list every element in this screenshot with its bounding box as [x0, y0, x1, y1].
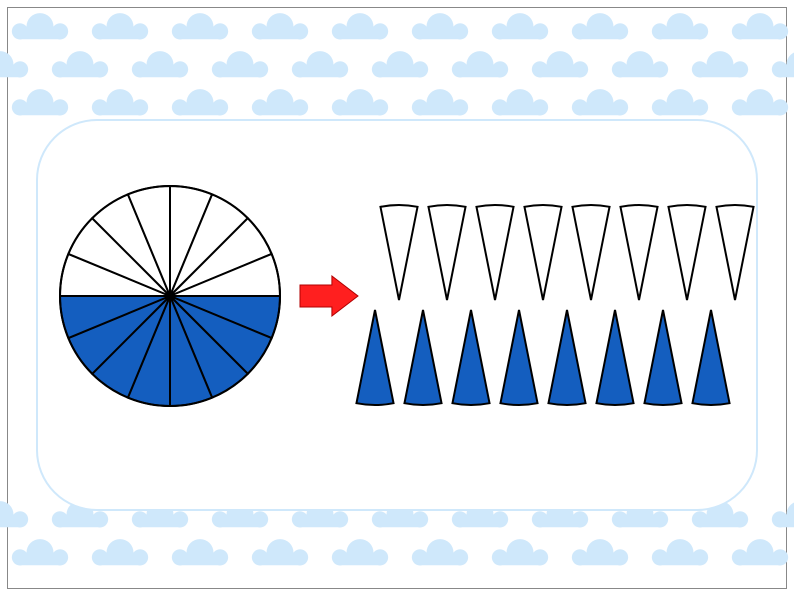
cloud-icon — [532, 51, 588, 77]
cloud-icon — [0, 501, 28, 527]
cloud-icon — [492, 13, 548, 39]
cloud-icon — [0, 51, 28, 77]
cloud-icon — [332, 539, 388, 565]
cloud-icon — [212, 51, 268, 77]
cloud-icon — [692, 51, 748, 77]
cloud-icon — [92, 13, 148, 39]
cloud-icon — [52, 51, 108, 77]
cloud-icon — [92, 89, 148, 115]
cloud-icon — [412, 539, 468, 565]
cloud-icon — [772, 501, 794, 527]
cloud-icon — [572, 13, 628, 39]
cloud-icon — [252, 89, 308, 115]
cloud-icon — [652, 13, 708, 39]
pie-circle — [60, 186, 280, 406]
cloud-icon — [732, 89, 788, 115]
cloud-icon — [572, 89, 628, 115]
cloud-icon — [252, 13, 308, 39]
cloud-icon — [12, 89, 68, 115]
cloud-icon — [492, 89, 548, 115]
cloud-icon — [732, 539, 788, 565]
cloud-icon — [172, 13, 228, 39]
cloud-icon — [12, 13, 68, 39]
cloud-icon — [652, 89, 708, 115]
cloud-icon — [372, 51, 428, 77]
cloud-icon — [172, 539, 228, 565]
cloud-icon — [92, 539, 148, 565]
cloud-icon — [612, 51, 668, 77]
cloud-icon — [132, 51, 188, 77]
cloud-icon — [772, 51, 794, 77]
cloud-icon — [412, 89, 468, 115]
cloud-icon — [652, 539, 708, 565]
cloud-icon — [732, 13, 788, 39]
cloud-icon — [12, 539, 68, 565]
cloud-icon — [332, 13, 388, 39]
diagram-canvas — [0, 0, 794, 596]
cloud-icon — [452, 51, 508, 77]
cloud-icon — [492, 539, 548, 565]
cloud-icon — [292, 51, 348, 77]
cloud-icon — [412, 13, 468, 39]
cloud-icon — [172, 89, 228, 115]
cloud-icon — [572, 539, 628, 565]
cloud-icon — [332, 89, 388, 115]
cloud-icon — [252, 539, 308, 565]
